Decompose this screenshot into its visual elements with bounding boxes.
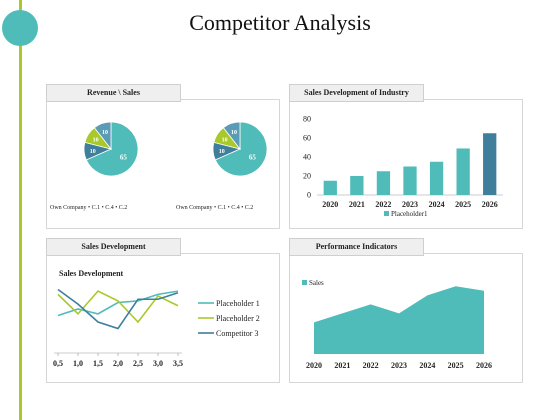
x-tick-label: 2022 (375, 200, 391, 209)
legend-swatch (302, 280, 307, 285)
bar (350, 176, 364, 195)
legend-label: Placeholder1 (391, 210, 428, 218)
pie-data-label: 10 (222, 137, 228, 143)
x-tick-label: 2021 (349, 200, 365, 209)
y-tick-label: 0 (307, 191, 311, 200)
x-tick-label: 1,5 (93, 359, 103, 368)
performance-panel-header: Performance Indicators (289, 238, 424, 256)
x-tick-label: 2025 (448, 361, 464, 370)
series-line (57, 290, 179, 324)
series-line (57, 288, 179, 330)
pie-data-label: 10 (231, 130, 237, 136)
pie-data-label: 65 (249, 154, 257, 162)
pie-slice (93, 121, 112, 151)
pie-data-label: 65 (120, 154, 128, 162)
legend-label: Competitor 3 (216, 329, 258, 338)
bar (323, 180, 337, 195)
industry-panel-header: Sales Development of Industry (289, 84, 424, 102)
area-chart: 2020 2021 2022 2023 2024 2025 2026 Sales (302, 279, 492, 370)
y-tick-label: 20 (303, 172, 311, 181)
legend-label: Sales (309, 279, 324, 287)
pie-data-label: 10 (90, 149, 96, 155)
development-panel (46, 253, 280, 383)
x-tick-label: 2020 (306, 361, 322, 370)
x-tick-label: 3,5 (173, 359, 183, 368)
pie-data-label: 10 (93, 137, 99, 143)
bar-chart: 0 20 40 60 80 2020 2021 2022 2023 2024 2025 2026 Pla… (303, 115, 503, 218)
legend-swatch (384, 211, 389, 216)
x-tick-label: 1,0 (73, 359, 83, 368)
pie-legend-1: Own Company • C.1 • C.4 • C.2 (50, 205, 128, 211)
area-fill (314, 286, 484, 354)
line-chart-title: Sales Development (59, 269, 124, 278)
x-tick-label: 2020 (322, 200, 338, 209)
pie-slice (222, 121, 241, 151)
bar (456, 148, 470, 195)
x-tick-label: 2021 (334, 361, 350, 370)
x-tick-label: 2,0 (113, 359, 123, 368)
decorative-vertical-line (19, 0, 22, 420)
x-tick-label: 2026 (476, 361, 492, 370)
page-title: Competitor Analysis (189, 10, 371, 35)
x-tick-label: 2024 (419, 361, 435, 370)
legend-label: Placeholder 2 (216, 314, 260, 323)
x-tick-label: 2022 (363, 361, 379, 370)
bar (429, 161, 444, 195)
x-tick-label: 2023 (391, 361, 407, 370)
x-tick-label: 2025 (455, 200, 471, 209)
decorative-circle (2, 10, 38, 46)
pie-data-label: 10 (219, 149, 225, 155)
bar (403, 166, 417, 195)
x-tick-label: 3,0 (153, 359, 163, 368)
bar (483, 133, 497, 195)
revenue-panel-header: Revenue \ Sales (46, 84, 181, 102)
development-panel-header: Sales Development (46, 238, 181, 256)
y-tick-label: 60 (303, 134, 311, 143)
series-line (57, 290, 179, 317)
pie-slice (214, 121, 268, 177)
pie-legend-2: Own Company • C.1 • C.4 • C.2 (176, 205, 254, 211)
legend-label: Placeholder 1 (216, 299, 260, 308)
x-tick-label: 2024 (429, 200, 445, 209)
line-chart: Sales Development 0,5 1,0 1,5 2,0 2,5 3,0 3,5 Pl… (53, 269, 260, 368)
pie-data-label: 10 (102, 130, 108, 136)
x-tick-label: 2,5 (133, 359, 143, 368)
pie-slice (85, 121, 139, 177)
x-tick-label: 2026 (482, 200, 498, 209)
bar (376, 171, 391, 195)
x-tick-label: 2023 (402, 200, 418, 209)
y-tick-label: 40 (303, 153, 311, 162)
x-tick-label: 0,5 (53, 359, 63, 368)
y-tick-label: 80 (303, 115, 311, 124)
